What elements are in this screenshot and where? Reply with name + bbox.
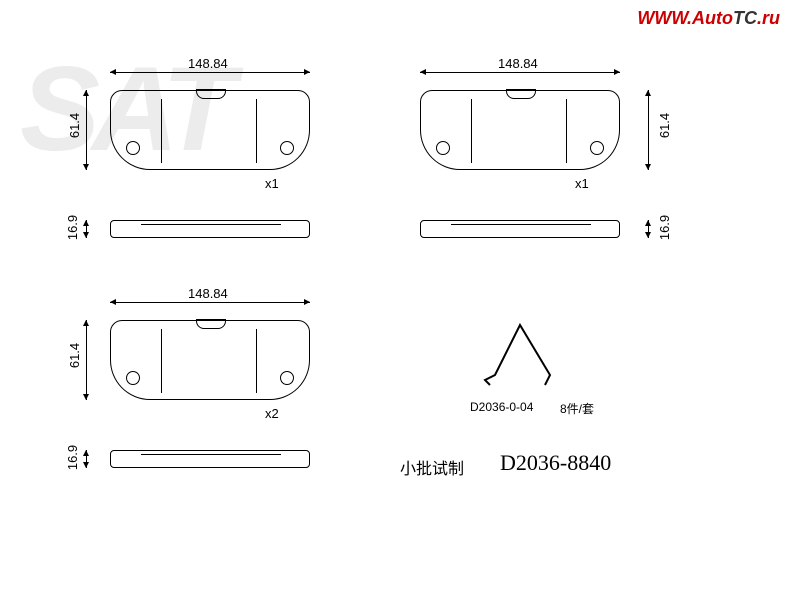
pad-topleft-side: 16.9 — [110, 220, 310, 238]
hole — [126, 141, 140, 155]
dim-thick-line — [86, 220, 87, 238]
dim-width: 148.84 — [188, 56, 228, 71]
pad-side-shape — [110, 450, 310, 468]
dim-width-line — [110, 302, 310, 303]
dim-thickness: 16.9 — [65, 215, 80, 240]
dim-height: 61.4 — [657, 113, 672, 138]
clip-drawing — [460, 310, 580, 410]
line — [141, 224, 281, 225]
dim-width-line — [420, 72, 620, 73]
dim-height-line — [86, 320, 87, 400]
qty-label: x2 — [265, 406, 279, 421]
url-auto: Auto — [692, 8, 733, 28]
hole — [126, 371, 140, 385]
clip-qty: 8件/套 — [560, 400, 594, 417]
groove — [256, 329, 257, 393]
notch — [196, 319, 226, 329]
qty-label: x1 — [265, 176, 279, 191]
line — [141, 454, 281, 455]
pad-topright-front: 148.84 61.4 x1 — [420, 90, 620, 170]
dim-height: 61.4 — [67, 343, 82, 368]
hole — [280, 141, 294, 155]
dim-thick-line — [86, 450, 87, 468]
clip-code: D2036-0-04 — [470, 400, 533, 414]
hole — [590, 141, 604, 155]
hole — [280, 371, 294, 385]
url-suffix: .ru — [757, 8, 780, 28]
dim-width-line — [110, 72, 310, 73]
dim-thick-line — [648, 220, 649, 238]
pad-topleft-front: 148.84 61.4 x1 — [110, 90, 310, 170]
chinese-label: 小批试制 — [400, 455, 464, 479]
dim-width: 148.84 — [498, 56, 538, 71]
groove — [161, 329, 162, 393]
pad-bottom-front: 148.84 61.4 x2 — [110, 320, 310, 400]
notch — [506, 89, 536, 99]
pad-side-shape — [110, 220, 310, 238]
groove — [471, 99, 472, 163]
pad-shape — [110, 90, 310, 170]
dim-height: 61.4 — [67, 113, 82, 138]
pad-bottom-side: 16.9 — [110, 450, 310, 468]
pad-shape — [110, 320, 310, 400]
qty-label: x1 — [575, 176, 589, 191]
dim-height-line — [86, 90, 87, 170]
dim-width: 148.84 — [188, 286, 228, 301]
url-tc: TC — [733, 8, 757, 28]
part-number: D2036-8840 — [500, 450, 611, 476]
groove — [256, 99, 257, 163]
line — [451, 224, 591, 225]
groove — [566, 99, 567, 163]
pad-side-shape — [420, 220, 620, 238]
pad-topright-side: 16.9 — [420, 220, 620, 238]
dim-thickness: 16.9 — [657, 215, 672, 240]
pad-shape — [420, 90, 620, 170]
watermark-url: WWW.AutoTC.ru — [637, 8, 780, 29]
hole — [436, 141, 450, 155]
groove — [161, 99, 162, 163]
notch — [196, 89, 226, 99]
url-prefix: WWW. — [637, 8, 692, 28]
dim-height-line — [648, 90, 649, 170]
dim-thickness: 16.9 — [65, 445, 80, 470]
